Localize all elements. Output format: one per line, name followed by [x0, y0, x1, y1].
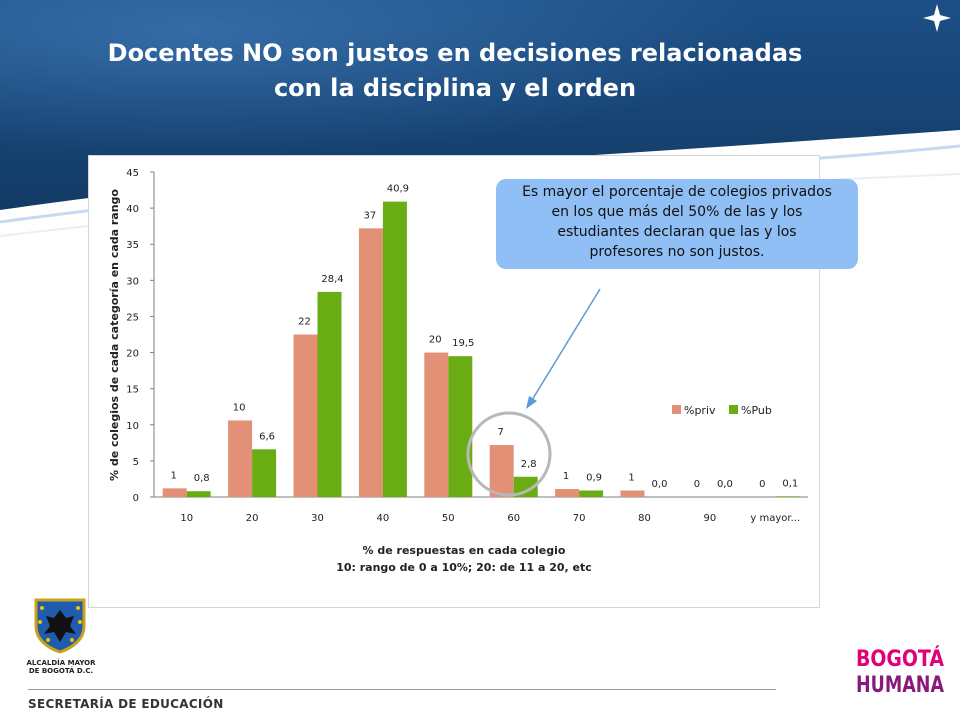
y-tick-label: 0: [133, 493, 139, 504]
data-label-pub: 2,8: [521, 459, 537, 470]
data-label-pub: 0,0: [717, 479, 733, 490]
callout-line-2: en los que más del 50% de las y los: [551, 204, 803, 220]
y-axis-label: % de colegios de cada categoría en cada …: [108, 189, 121, 481]
bogota-coat-of-arms-logo: [34, 598, 86, 654]
footer-text: SECRETARÍA DE EDUCACIÓN: [28, 697, 224, 711]
data-label-priv: 0: [759, 479, 765, 490]
callout-note: Es mayor el porcentaje de colegios priva…: [496, 179, 858, 269]
y-tick-label: 30: [126, 276, 139, 287]
y-tick-label: 10: [126, 421, 139, 432]
bar-pub: [775, 496, 800, 497]
y-tick-label: 5: [133, 457, 139, 468]
y-tick-label: 40: [126, 204, 139, 215]
logo-caption-line-2: DE BOGOTÁ D.C.: [28, 667, 94, 675]
chart-bars: [162, 201, 800, 498]
y-tick-label: 35: [126, 240, 139, 251]
y-tick-label: 45: [126, 168, 139, 179]
data-label-priv: 20: [429, 335, 442, 346]
x-tick-label: 50: [442, 513, 455, 524]
data-label-priv: 37: [364, 210, 377, 221]
bar-priv: [162, 488, 187, 497]
bar-pub: [317, 291, 342, 497]
data-label-pub: 0,0: [652, 479, 668, 490]
bogota-logo-line-1: BOGOTÁ: [856, 646, 944, 672]
slide-title: Docentes NO son justos en decisiones rel…: [60, 36, 850, 106]
chart-legend: %priv %Pub: [672, 404, 772, 417]
callout-line-1: Es mayor el porcentaje de colegios priva…: [522, 184, 832, 200]
data-label-pub: 0,1: [782, 478, 798, 489]
bar-priv: [358, 228, 383, 498]
x-tick-label: 20: [246, 513, 259, 524]
slide-title-line-2: con la disciplina y el orden: [273, 74, 637, 102]
bar-priv: [293, 334, 318, 497]
data-label-pub: 40,9: [387, 184, 409, 195]
x-tick-label: 10: [180, 513, 193, 524]
highlight-circle: [466, 411, 552, 497]
x-tick-label: 80: [638, 513, 651, 524]
data-label-priv: 7: [498, 427, 504, 438]
bar-pub: [448, 356, 473, 497]
data-label-priv: 1: [171, 470, 177, 481]
bar-priv: [555, 489, 580, 497]
y-tick-label: 20: [126, 349, 139, 360]
logo-caption-line-1: ALCALDÍA MAYOR: [26, 659, 96, 667]
x-tick-label: 40: [377, 513, 390, 524]
x-axis-label-line-2: 10: rango de 0 a 10%; 20: de 11 a 20, et…: [336, 561, 592, 574]
callout-line-4: profesores no son justos.: [589, 244, 765, 260]
logo-caption: ALCALDÍA MAYOR DE BOGOTÁ D.C.: [16, 659, 106, 675]
data-label-priv: 10: [233, 402, 246, 413]
legend-swatch-pub: [729, 405, 738, 414]
y-tick-label: 15: [126, 385, 139, 396]
bogota-logo-line-2: HUMANA: [856, 673, 944, 698]
y-tick-label: 25: [126, 312, 139, 323]
bar-priv: [228, 420, 253, 497]
callout-line-3: estudiantes declaran que las y los: [557, 224, 797, 240]
data-label-priv: 22: [298, 317, 311, 328]
bar-pub: [579, 490, 604, 497]
data-label-priv: 1: [628, 473, 634, 484]
bar-pub: [513, 476, 538, 497]
data-label-priv: 0: [694, 479, 700, 490]
x-tick-label: y mayor...: [750, 513, 800, 524]
x-tick-label: 60: [507, 513, 520, 524]
data-label-pub: 28,4: [321, 274, 343, 285]
star-decoration-icon: [923, 4, 951, 32]
bar-priv: [620, 490, 645, 497]
legend-label-pub: %Pub: [741, 404, 772, 417]
bar-pub: [382, 201, 407, 497]
x-tick-label: 90: [704, 513, 717, 524]
legend-label-priv: %priv: [684, 404, 716, 417]
bar-priv: [424, 352, 449, 497]
bar-pub: [186, 491, 211, 497]
footer-divider: [28, 689, 776, 690]
data-label-pub: 0,9: [586, 473, 602, 484]
data-label-pub: 6,6: [259, 431, 275, 442]
legend-swatch-priv: [672, 405, 681, 414]
bogota-humana-logo: BOGOTÁ HUMANA: [856, 646, 944, 698]
x-tick-label: 70: [573, 513, 586, 524]
slide-title-line-1: Docentes NO son justos en decisiones rel…: [107, 39, 803, 67]
callout-pointer: [526, 288, 601, 409]
data-label-priv: 1: [563, 471, 569, 482]
bar-pub: [252, 449, 277, 497]
data-label-pub: 0,8: [194, 473, 210, 484]
x-tick-label: 30: [311, 513, 324, 524]
bar-priv: [489, 445, 514, 497]
data-label-pub: 19,5: [452, 338, 474, 349]
x-axis-label-line-1: % de respuestas en cada colegio: [363, 544, 566, 557]
